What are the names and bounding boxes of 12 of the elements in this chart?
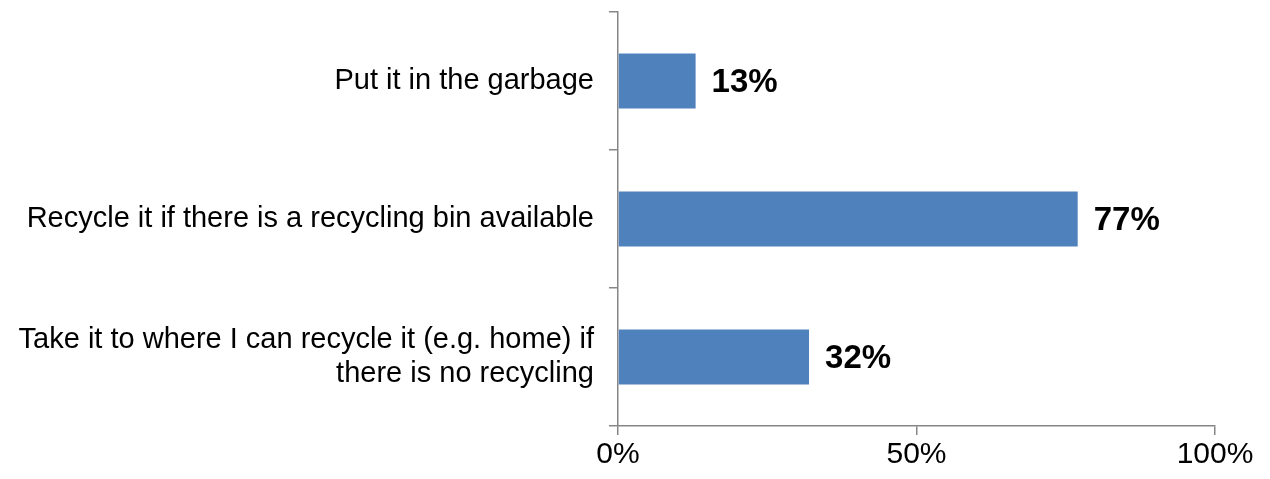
y-tick-label: Recycle it if there is a recycling bin available	[26, 201, 594, 233]
data-label: 77%	[1093, 200, 1160, 238]
bar	[618, 329, 810, 385]
data-label: 32%	[825, 338, 892, 376]
data-label: 13%	[711, 62, 778, 100]
y-tick-label: Put it in the garbage	[334, 63, 594, 95]
x-tick-label: 50%	[886, 436, 947, 470]
y-tick-label: Take it to where I can recycle it (e.g. home) if there is no recycling	[18, 322, 595, 388]
x-tick-label: 0%	[596, 436, 640, 470]
bar	[618, 53, 696, 109]
x-tick-label: 100%	[1176, 436, 1254, 470]
bar	[618, 191, 1078, 247]
